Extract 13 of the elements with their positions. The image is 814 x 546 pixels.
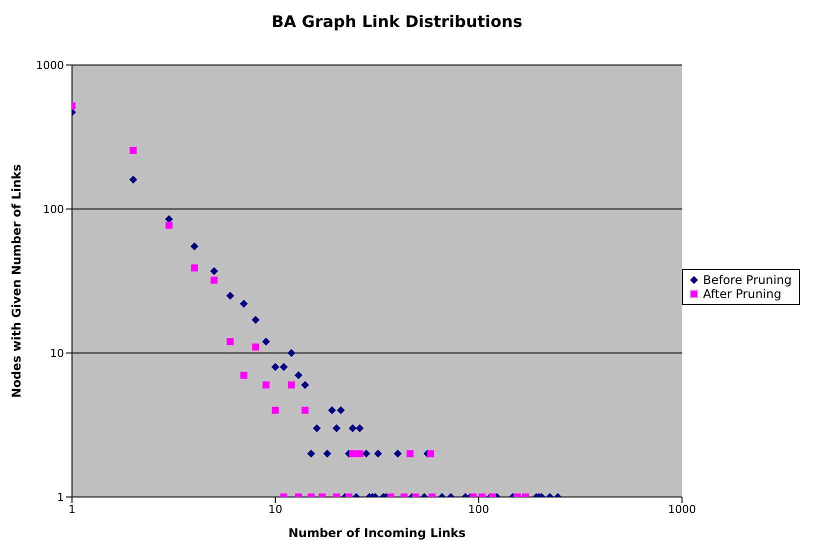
x-tick-label: 1000	[668, 502, 696, 516]
x-tick-label: 100	[468, 502, 490, 516]
y-tick-label: 1000	[36, 58, 64, 72]
x-axis-title: Number of Incoming Links	[288, 526, 466, 540]
y-axis-title: Nodes with Given Number of Links	[9, 164, 24, 398]
legend-label: After Pruning	[703, 287, 782, 301]
y-tick-label: 10	[50, 346, 64, 360]
legend-label: Before Pruning	[703, 273, 792, 287]
x-tick-label: 10	[268, 502, 282, 516]
x-tick-label: 1	[68, 502, 76, 516]
y-tick-label: 100	[43, 202, 64, 216]
y-tick-label: 1	[57, 490, 64, 504]
chart-title: BA Graph Link Distributions	[270, 11, 524, 31]
